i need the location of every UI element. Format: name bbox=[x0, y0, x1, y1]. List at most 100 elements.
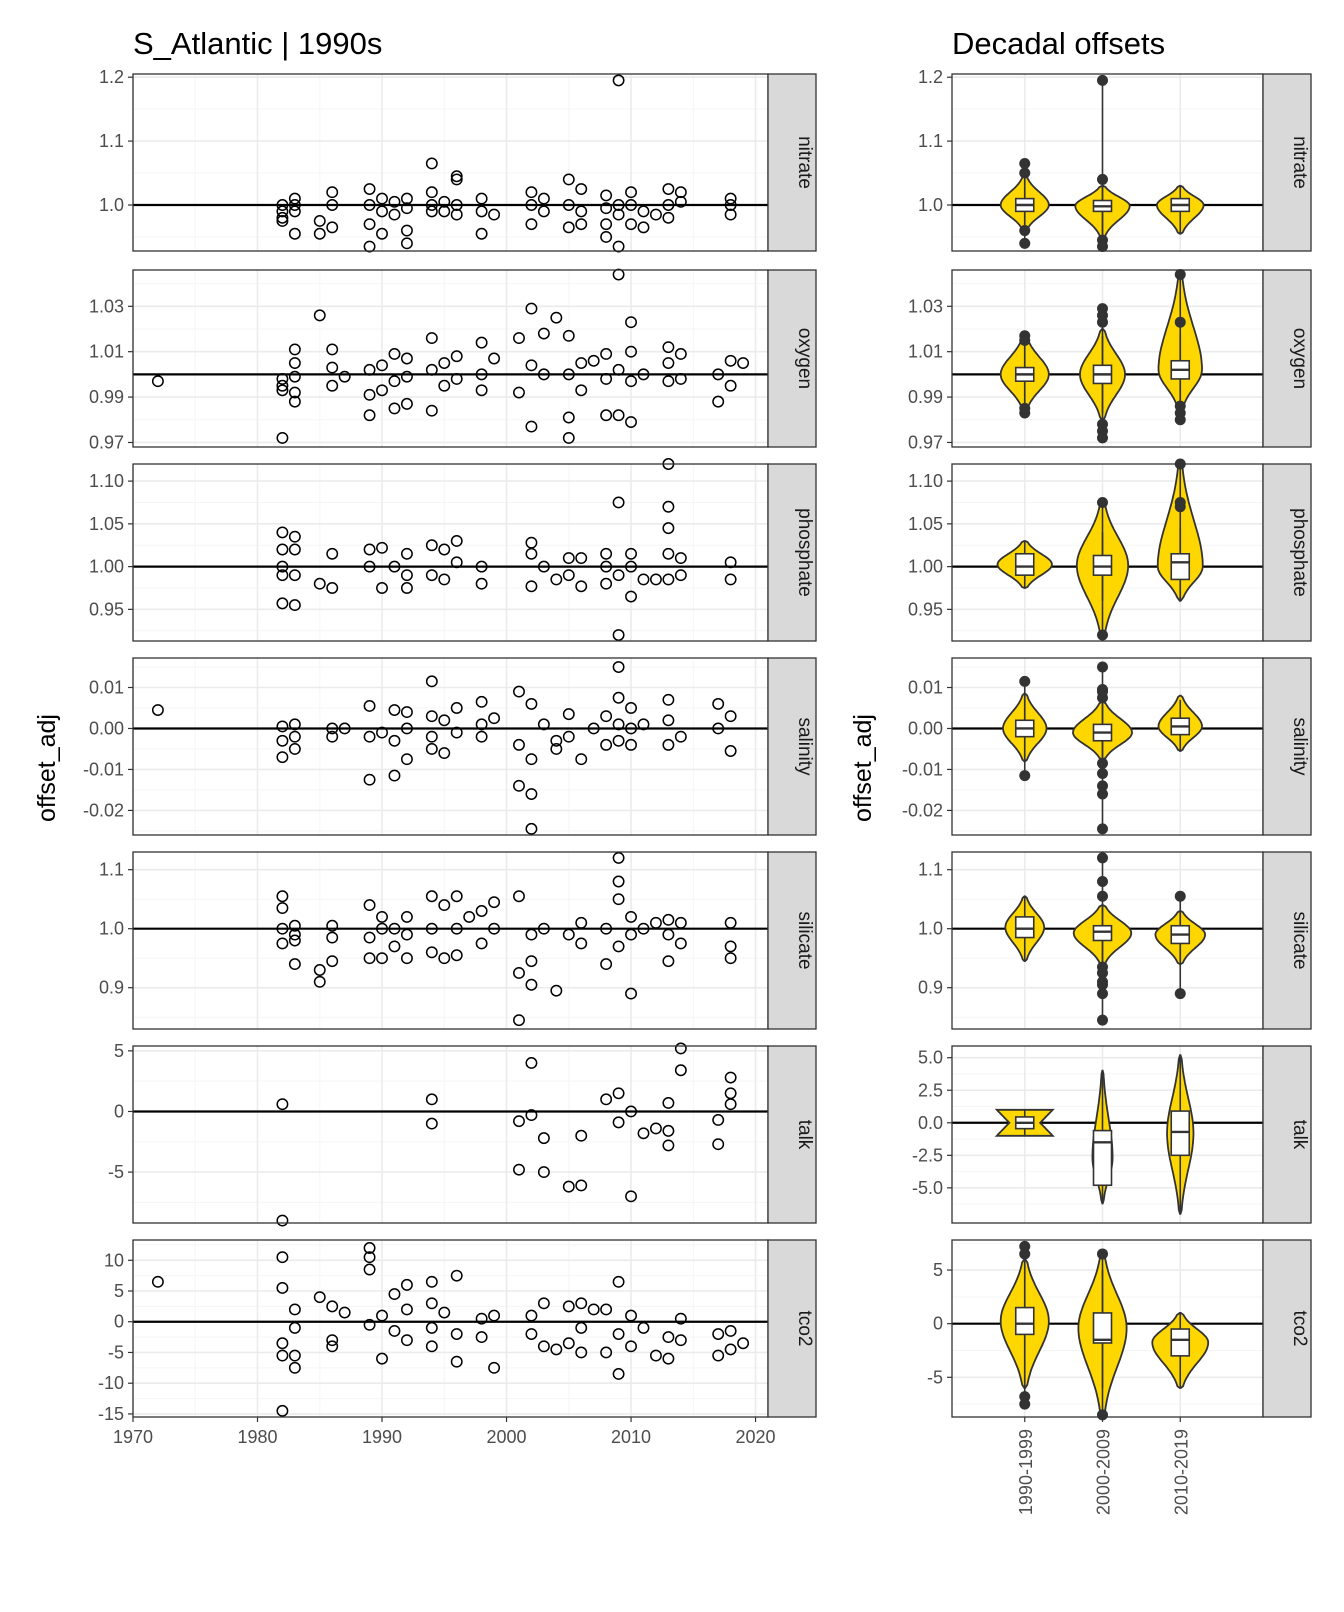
scatter-facet-label-salinity: salinity bbox=[794, 717, 815, 776]
data-point bbox=[326, 1334, 339, 1347]
scatter-facet-label-oxygen: oxygen bbox=[794, 328, 815, 389]
data-point bbox=[537, 1166, 550, 1179]
data-point bbox=[425, 1275, 438, 1288]
data-point bbox=[625, 199, 637, 211]
data-point bbox=[575, 937, 588, 950]
data-point bbox=[425, 1117, 438, 1130]
data-point bbox=[450, 949, 463, 962]
data-point bbox=[662, 375, 675, 388]
scatter-y-tick-label: 1.01 bbox=[89, 342, 124, 362]
data-point bbox=[475, 368, 488, 381]
data-point bbox=[587, 722, 600, 735]
data-point bbox=[637, 368, 650, 381]
data-point bbox=[363, 560, 376, 573]
data-point bbox=[475, 577, 488, 590]
data-point bbox=[313, 309, 326, 322]
violin-y-tick-label: 2.5 bbox=[918, 1080, 943, 1100]
data-point bbox=[388, 1325, 401, 1337]
data-point bbox=[612, 1087, 625, 1100]
data-point bbox=[450, 208, 463, 221]
box-iqr bbox=[1014, 1306, 1035, 1336]
data-point bbox=[649, 208, 662, 221]
violin-y-tick-label: 1.2 bbox=[918, 67, 943, 87]
data-point bbox=[600, 409, 613, 422]
data-point bbox=[612, 409, 625, 422]
data-point bbox=[388, 402, 401, 415]
data-point bbox=[575, 205, 588, 218]
scatter-facet-label-silicate: silicate bbox=[794, 911, 815, 969]
violin-y-tick-label: 1.03 bbox=[908, 296, 943, 316]
data-point bbox=[276, 902, 289, 914]
data-point bbox=[612, 940, 625, 953]
scatter-y-tick-label: 1.1 bbox=[99, 860, 124, 880]
violin-facet-talk: -5.0 -2.5 0.0 2.5 5.0 talk bbox=[912, 1045, 1312, 1224]
data-point bbox=[724, 916, 737, 929]
data-point bbox=[600, 348, 613, 360]
data-point bbox=[475, 336, 488, 349]
data-point bbox=[525, 1328, 538, 1340]
data-point bbox=[388, 195, 401, 208]
data-point bbox=[513, 890, 525, 903]
box-iqr bbox=[1092, 1312, 1113, 1344]
outlier-point bbox=[1174, 316, 1186, 328]
data-point bbox=[525, 788, 538, 800]
left-plot-title: S_Atlantic | 1990s bbox=[133, 26, 382, 61]
data-point bbox=[276, 560, 289, 573]
outlier-point bbox=[1019, 237, 1031, 249]
data-point bbox=[649, 1349, 662, 1362]
violin-facet-label-silicate: silicate bbox=[1289, 911, 1310, 969]
data-point bbox=[662, 714, 675, 727]
scatter-facet-label-nitrate: nitrate bbox=[794, 136, 815, 189]
scatter-facet-label-talk: talk bbox=[794, 1120, 815, 1150]
data-point bbox=[525, 1109, 538, 1122]
violin-facet-oxygen: 0.97 0.99 1.01 1.03 oxygen bbox=[908, 269, 1312, 452]
data-point bbox=[550, 1343, 563, 1356]
data-point bbox=[475, 695, 488, 708]
scatter-y-tick-label: 1.03 bbox=[89, 296, 124, 316]
data-point bbox=[612, 875, 625, 888]
data-point bbox=[376, 192, 388, 205]
data-point bbox=[550, 743, 563, 755]
data-point bbox=[400, 722, 413, 735]
data-point bbox=[537, 192, 550, 205]
data-point bbox=[662, 341, 675, 354]
scatter-y-tick-label: -0.01 bbox=[83, 759, 124, 779]
scatter-facet-talk: -5 0 5 talk bbox=[108, 1041, 817, 1227]
outlier-point bbox=[1097, 788, 1108, 800]
violin-facet-strip bbox=[1262, 851, 1312, 1030]
data-point bbox=[450, 726, 463, 739]
outlier-point bbox=[1097, 876, 1108, 887]
data-point bbox=[662, 738, 675, 751]
box-iqr bbox=[1092, 554, 1113, 576]
data-point bbox=[662, 913, 675, 926]
data-point bbox=[376, 1352, 388, 1365]
data-point bbox=[288, 569, 301, 582]
scatter-y-tick-label: 0.01 bbox=[89, 678, 124, 698]
data-point bbox=[600, 189, 613, 202]
data-point bbox=[625, 316, 637, 329]
data-point bbox=[313, 227, 326, 240]
data-point bbox=[313, 215, 326, 227]
data-point bbox=[612, 691, 625, 704]
data-point bbox=[674, 348, 687, 360]
data-point bbox=[625, 547, 637, 560]
data-point bbox=[363, 543, 376, 556]
outlier-point bbox=[1097, 684, 1108, 696]
data-point bbox=[724, 1325, 737, 1337]
data-point bbox=[400, 352, 413, 365]
scatter-y-tick-label: 1.10 bbox=[89, 471, 124, 491]
data-point bbox=[425, 946, 438, 959]
data-point bbox=[475, 205, 488, 218]
data-point bbox=[425, 199, 438, 211]
data-point bbox=[475, 1331, 488, 1344]
scatter-facet-silicate: 0.9 1.0 1.1 silicate bbox=[99, 851, 817, 1030]
violin-y-tick-label: 5 bbox=[933, 1260, 943, 1280]
data-point bbox=[276, 890, 289, 903]
data-point bbox=[276, 543, 289, 556]
data-point bbox=[575, 218, 588, 231]
outlier-point bbox=[1097, 661, 1108, 673]
data-point bbox=[276, 1098, 289, 1111]
data-point bbox=[662, 547, 675, 560]
data-point bbox=[276, 569, 289, 582]
outlier-point bbox=[1097, 1014, 1108, 1026]
